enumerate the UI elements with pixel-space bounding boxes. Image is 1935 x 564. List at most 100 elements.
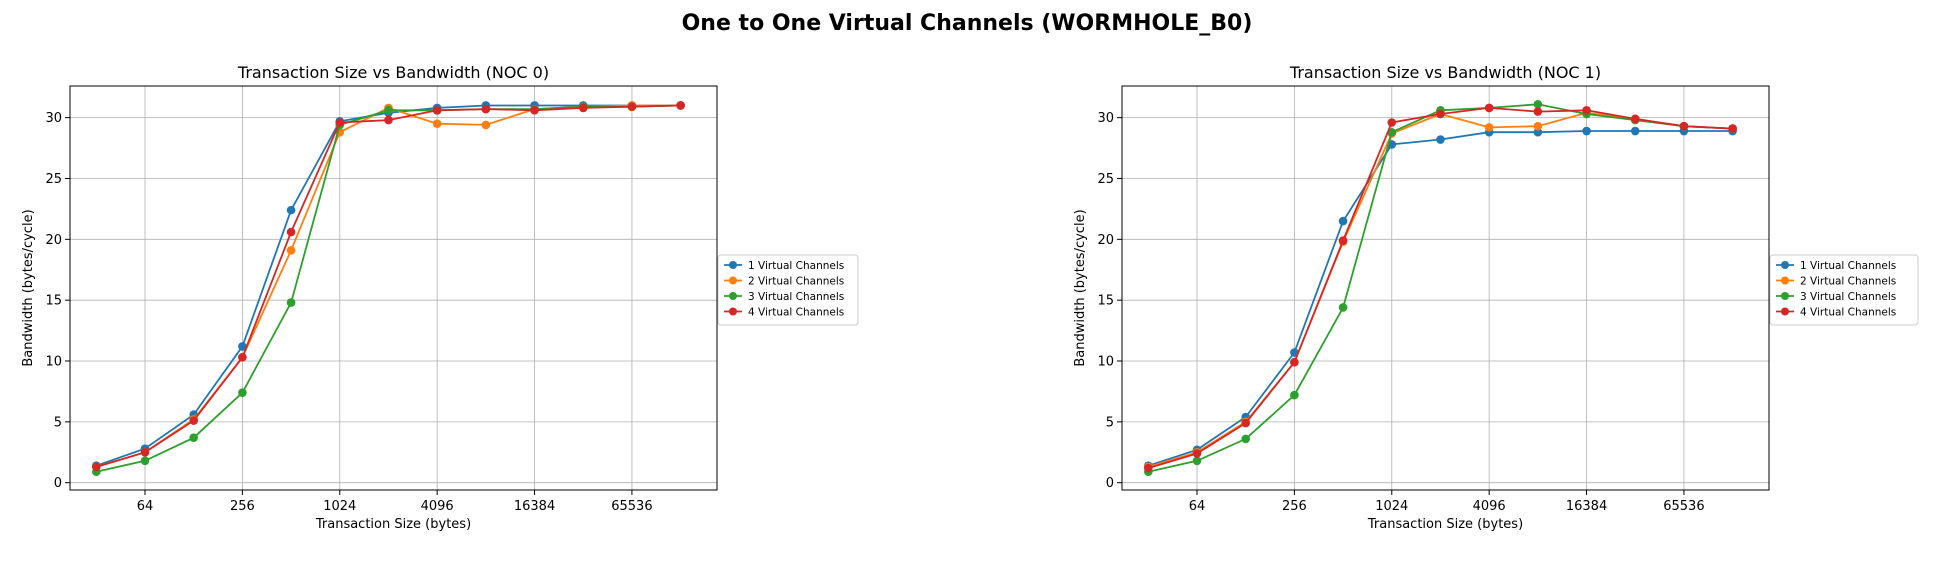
legend-entry-label: 3 Virtual Channels bbox=[1800, 291, 1896, 303]
y-tick-label: 30 bbox=[45, 111, 62, 126]
data-point bbox=[1582, 106, 1591, 115]
data-point bbox=[1338, 303, 1348, 312]
data-point bbox=[1533, 127, 1543, 137]
plot-frame bbox=[1121, 85, 1770, 491]
x-tick-label: 256 bbox=[230, 499, 255, 514]
legend-box bbox=[1769, 254, 1919, 326]
data-point bbox=[92, 462, 101, 472]
plot-frame bbox=[69, 85, 718, 491]
chart-panel-noc0: 64 256 1024 4096 16384 65536 0 5 10 15 20 25 30 Trans… bbox=[21, 63, 859, 532]
data-point bbox=[286, 245, 296, 255]
legend-entry-label: 2 Virtual Channels bbox=[748, 275, 844, 287]
data-point bbox=[1290, 390, 1299, 400]
x-tick-label: 64 bbox=[1189, 499, 1206, 514]
data-point bbox=[189, 433, 199, 442]
legend-swatch-marker bbox=[729, 261, 737, 269]
series-line-3 bbox=[1148, 103, 1733, 473]
data-point bbox=[578, 103, 588, 113]
data-point bbox=[238, 388, 247, 397]
data-point bbox=[1192, 456, 1202, 466]
data-point bbox=[1338, 236, 1348, 245]
data-point bbox=[1484, 103, 1494, 113]
chart-panel-noc1: 64 256 1024 4096 16384 65536 0 5 10 15 20 25 30 Trans… bbox=[1073, 63, 1919, 532]
y-tick-label: 5 bbox=[1106, 415, 1114, 430]
x-tick-label: 64 bbox=[137, 499, 154, 514]
data-point bbox=[1241, 434, 1251, 444]
data-point bbox=[627, 102, 637, 111]
data-point bbox=[1484, 123, 1494, 132]
data-point bbox=[530, 106, 539, 115]
x-tick-label: 65536 bbox=[1663, 499, 1704, 514]
data-point bbox=[1436, 135, 1445, 144]
y-tick-label: 15 bbox=[45, 294, 62, 309]
data-point bbox=[1533, 99, 1543, 109]
y-axis-label: Bandwidth (bytes/cycle) bbox=[21, 209, 36, 366]
data-point bbox=[335, 118, 345, 127]
legend-swatch-marker bbox=[1781, 307, 1789, 316]
data-point bbox=[1533, 107, 1543, 116]
x-tick-label: 4096 bbox=[1473, 499, 1506, 514]
legend-box bbox=[717, 254, 859, 326]
data-point bbox=[238, 342, 247, 351]
x-axis-label: Transaction Size (bytes) bbox=[315, 517, 471, 532]
data-point bbox=[1582, 126, 1591, 136]
legend-swatch-marker bbox=[1781, 276, 1789, 285]
series-line-2 bbox=[96, 104, 681, 468]
data-point bbox=[189, 416, 199, 425]
data-point bbox=[481, 104, 491, 114]
y-tick-label: 0 bbox=[54, 476, 62, 491]
y-tick-label: 10 bbox=[45, 355, 62, 370]
data-point bbox=[286, 205, 296, 215]
data-point bbox=[1630, 114, 1640, 124]
y-tick-label: 0 bbox=[1106, 476, 1114, 491]
data-point bbox=[1679, 121, 1689, 131]
series-line-4 bbox=[96, 104, 681, 468]
legend-entry-label: 1 Virtual Channels bbox=[1800, 260, 1896, 272]
data-point bbox=[1241, 418, 1251, 428]
x-tick-label: 16384 bbox=[514, 499, 555, 514]
data-point bbox=[140, 447, 150, 457]
series-line-1 bbox=[96, 104, 681, 467]
x-tick-label: 65536 bbox=[611, 499, 652, 514]
legend: 1 Virtual Channels 2 Virtual Channels 3 Vi… bbox=[717, 254, 859, 326]
legend-entry-label: 3 Virtual Channels bbox=[748, 291, 844, 303]
data-point bbox=[1290, 357, 1299, 367]
data-point bbox=[286, 227, 296, 237]
data-point bbox=[286, 298, 296, 307]
y-tick-label: 15 bbox=[1097, 294, 1114, 309]
legend-swatch-marker bbox=[729, 292, 737, 300]
legend-entry-label: 2 Virtual Channels bbox=[1800, 275, 1896, 287]
data-point bbox=[140, 456, 150, 466]
y-tick-label: 5 bbox=[54, 415, 62, 430]
data-point bbox=[1728, 124, 1737, 133]
y-tick-label: 30 bbox=[1097, 111, 1114, 126]
data-point bbox=[1338, 216, 1348, 226]
y-tick-label: 25 bbox=[1097, 172, 1114, 187]
data-point bbox=[676, 101, 685, 110]
y-axis-label: Bandwidth (bytes/cycle) bbox=[1073, 209, 1088, 366]
x-tick-label: 1024 bbox=[1375, 499, 1408, 514]
x-tick-label: 16384 bbox=[1566, 499, 1607, 514]
x-tick-label: 1024 bbox=[323, 499, 356, 514]
x-tick-label: 4096 bbox=[421, 499, 454, 514]
series-line-2 bbox=[1148, 111, 1733, 468]
chart-title: Transaction Size vs Bandwidth (NOC 1) bbox=[1289, 63, 1601, 82]
chart-title: Transaction Size vs Bandwidth (NOC 0) bbox=[237, 63, 549, 82]
data-point bbox=[1387, 118, 1397, 127]
x-axis-label: Transaction Size (bytes) bbox=[1367, 517, 1523, 532]
y-tick-label: 20 bbox=[45, 233, 62, 248]
data-point bbox=[384, 115, 393, 125]
y-tick-label: 10 bbox=[1097, 355, 1114, 370]
data-point bbox=[238, 353, 247, 362]
data-point bbox=[1630, 126, 1640, 136]
y-tick-label: 25 bbox=[45, 172, 62, 187]
series-line-1 bbox=[1148, 130, 1733, 467]
x-tick-label: 256 bbox=[1282, 499, 1307, 514]
data-point bbox=[481, 120, 491, 130]
data-point bbox=[432, 119, 442, 129]
legend-entry-label: 4 Virtual Channels bbox=[1800, 306, 1896, 318]
data-point bbox=[1436, 109, 1445, 119]
legend: 1 Virtual Channels 2 Virtual Channels 3 Vi… bbox=[1769, 254, 1919, 326]
